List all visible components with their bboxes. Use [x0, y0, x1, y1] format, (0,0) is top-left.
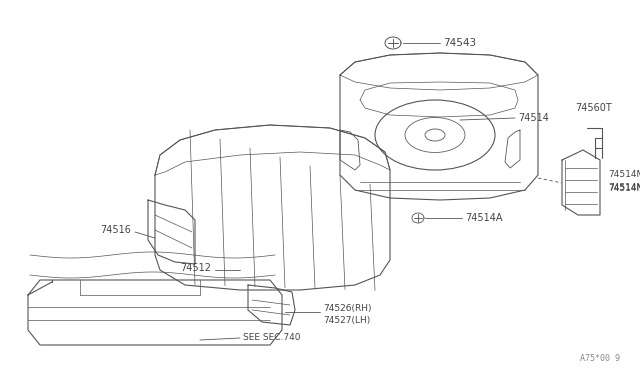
Text: 74514Nᴸᴴᴴ: 74514Nᴸᴴᴴ	[608, 183, 640, 192]
Text: 74514M(RH): 74514M(RH)	[608, 170, 640, 180]
Text: 74543: 74543	[443, 38, 476, 48]
Text: 74512: 74512	[180, 263, 211, 273]
Text: A75*00 9: A75*00 9	[580, 354, 620, 363]
Text: 74560T: 74560T	[575, 103, 612, 113]
Text: 74526(RH): 74526(RH)	[323, 304, 371, 312]
Text: 74514A: 74514A	[465, 213, 502, 223]
Text: 74516: 74516	[100, 225, 131, 235]
Text: 74514: 74514	[518, 113, 549, 123]
Text: 74527(LH): 74527(LH)	[323, 315, 371, 324]
Text: SEE SEC.740: SEE SEC.740	[243, 334, 301, 343]
Text: 74514N(LH): 74514N(LH)	[608, 183, 640, 192]
